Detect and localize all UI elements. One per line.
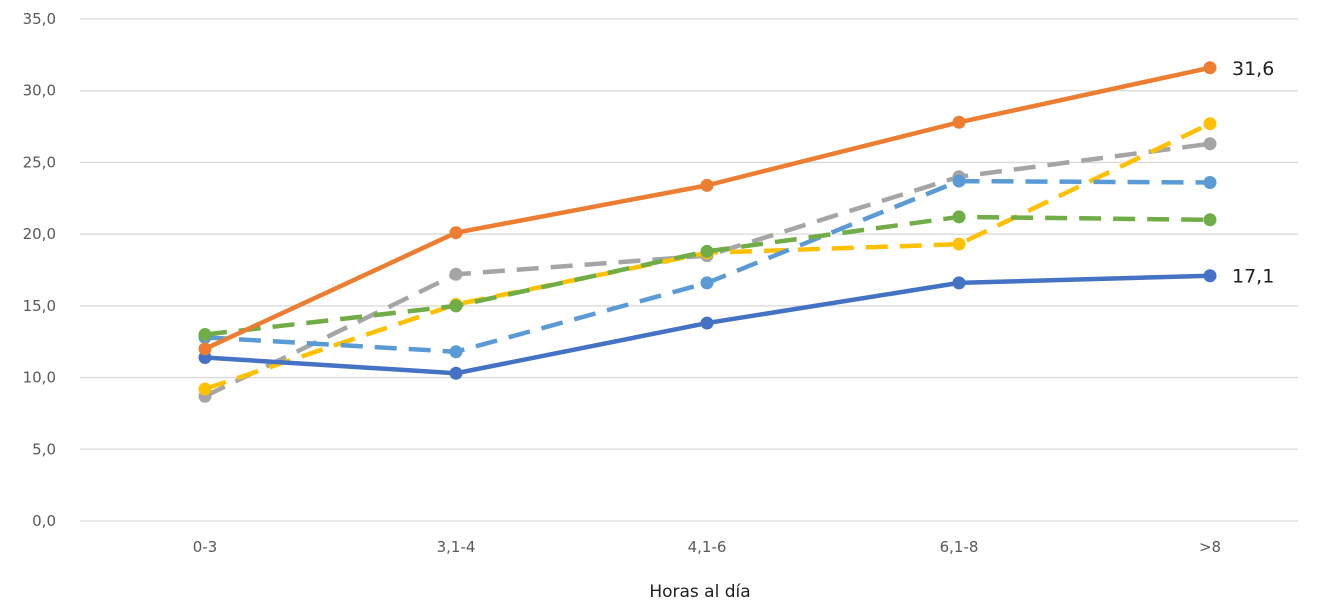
y-tick-label: 0,0	[32, 512, 56, 530]
x-tick-label: 4,1-6	[688, 538, 727, 556]
data-point	[449, 226, 463, 240]
y-tick-label: 10,0	[23, 369, 56, 387]
data-point	[952, 276, 966, 290]
data-point	[1203, 137, 1217, 151]
data-point	[1203, 117, 1217, 131]
data-point	[449, 299, 463, 313]
series-group	[198, 61, 1217, 403]
data-point	[1203, 213, 1217, 227]
data-point	[952, 174, 966, 188]
end-data-label: 31,6	[1232, 58, 1274, 80]
gridlines	[80, 18, 1298, 522]
series-2	[198, 61, 1217, 356]
x-axis-title: Horas al día	[649, 582, 750, 602]
data-point	[198, 328, 212, 342]
x-tick-label: >8	[1199, 538, 1221, 556]
data-point	[700, 178, 714, 192]
end-data-label: 17,1	[1232, 266, 1274, 288]
data-point	[952, 210, 966, 224]
data-point	[449, 345, 463, 359]
data-point	[952, 115, 966, 129]
series-6	[198, 210, 1217, 342]
y-tick-label: 25,0	[23, 153, 56, 171]
data-point	[198, 382, 212, 396]
series-1	[198, 269, 1217, 380]
data-point	[700, 244, 714, 258]
series-5	[198, 174, 1217, 359]
x-tick-label: 6,1-8	[940, 538, 979, 556]
data-point	[700, 276, 714, 290]
y-tick-label: 20,0	[23, 225, 56, 243]
data-point	[449, 267, 463, 281]
data-point	[952, 237, 966, 251]
data-labels: 17,1 31,6	[1232, 58, 1274, 288]
data-point	[1203, 269, 1217, 283]
y-tick-label: 15,0	[23, 297, 56, 315]
y-tick-label: 5,0	[32, 440, 56, 458]
data-point	[700, 316, 714, 330]
series-line	[204, 65, 1211, 351]
x-tick-label: 3,1-4	[437, 538, 476, 556]
y-tick-label: 35,0	[23, 10, 56, 28]
y-axis-tick-labels: 0,0 5,0 10,0 15,0 20,0 25,0 30,0 35,0	[23, 10, 56, 530]
x-tick-label: 0-3	[193, 538, 218, 556]
data-point	[449, 366, 463, 380]
x-axis-tick-labels: 0-3 3,1-4 4,1-6 6,1-8 >8	[193, 538, 1221, 556]
series-3	[198, 137, 1217, 403]
y-tick-label: 30,0	[23, 82, 56, 100]
data-point	[198, 342, 212, 356]
data-point	[1203, 61, 1217, 75]
data-point	[1203, 176, 1217, 190]
